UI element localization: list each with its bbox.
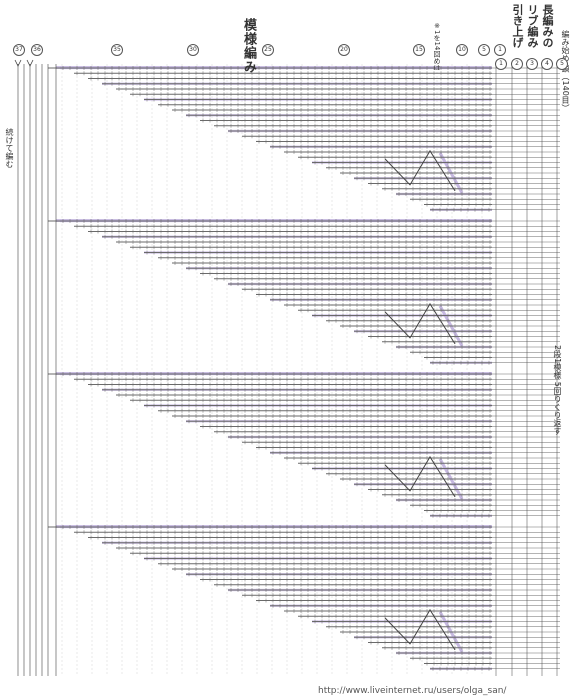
continue-label: 続けて編む (5, 128, 14, 168)
subtitle-right-2: リブ編み (526, 4, 539, 48)
right-marker-4: 4 (541, 58, 553, 70)
subtitle-right-1: 長編みの (541, 4, 554, 48)
shaping-line (384, 608, 456, 651)
right-marker-1: 1 (495, 58, 507, 70)
subtitle-right-3: 引き上げ (511, 4, 524, 48)
chart-title: 模様編み (241, 18, 256, 74)
row-number-10: 10 (456, 44, 468, 56)
row-number-36: 36 (31, 44, 43, 56)
down-arrow (14, 59, 22, 67)
row-number-15: 15 (413, 44, 425, 56)
shaping-line (384, 302, 456, 345)
start-label: 編み始め 鎖（140目） (561, 30, 570, 112)
row-number-37: 37 (13, 44, 25, 56)
shaping-line (384, 455, 456, 498)
row-number-25: 25 (262, 44, 274, 56)
right-marker-3: 3 (526, 58, 538, 70)
row-number-35: 35 (111, 44, 123, 56)
right-marker-5: 5 (556, 58, 568, 70)
stitch-rows (48, 66, 492, 671)
row-number-1: 1 (494, 44, 506, 56)
chart-frame (14, 59, 560, 676)
repeat-label: 2段1模様 5回りくり返す (553, 345, 562, 435)
note-top: ※1を14回めは巻き糸で編む (433, 22, 441, 70)
down-arrow (26, 59, 34, 67)
row-number-5: 5 (478, 44, 490, 56)
row-number-20: 20 (338, 44, 350, 56)
chart-grid (61, 64, 483, 676)
shaping-line (384, 149, 456, 192)
row-number-30: 30 (187, 44, 199, 56)
right-marker-2: 2 (511, 58, 523, 70)
footer-url: http://www.liveinternet.ru/users/olga_sa… (318, 686, 507, 696)
